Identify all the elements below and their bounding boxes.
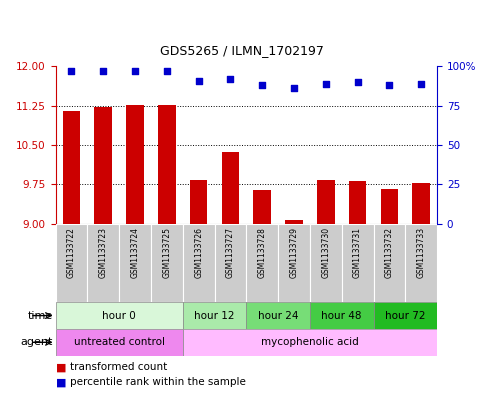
Point — [195, 77, 202, 84]
Text: ■: ■ — [56, 362, 66, 372]
Point — [99, 68, 107, 74]
Bar — [183, 329, 437, 356]
Text: percentile rank within the sample: percentile rank within the sample — [70, 377, 246, 387]
Point — [322, 81, 330, 87]
Text: hour 48: hour 48 — [322, 310, 362, 321]
Point — [290, 85, 298, 92]
Bar — [342, 224, 373, 302]
Point — [163, 68, 170, 74]
Text: GSM1133723: GSM1133723 — [99, 227, 108, 278]
Text: agent: agent — [21, 337, 53, 347]
Bar — [214, 224, 246, 302]
Bar — [56, 224, 87, 302]
Text: mycophenolic acid: mycophenolic acid — [261, 337, 359, 347]
Bar — [317, 180, 335, 224]
Point — [227, 76, 234, 82]
Bar — [56, 302, 183, 329]
Bar — [183, 224, 214, 302]
Bar — [222, 152, 239, 224]
Text: GSM1133727: GSM1133727 — [226, 227, 235, 278]
Point — [131, 68, 139, 74]
Bar — [151, 224, 183, 302]
Point — [258, 82, 266, 88]
Text: GSM1133731: GSM1133731 — [353, 227, 362, 278]
Bar — [246, 302, 310, 329]
Bar — [190, 180, 207, 224]
Text: untreated control: untreated control — [73, 337, 165, 347]
Bar — [373, 224, 405, 302]
Bar — [126, 105, 144, 224]
Bar — [373, 302, 437, 329]
Bar — [119, 224, 151, 302]
Bar — [254, 189, 271, 224]
Text: GSM1133726: GSM1133726 — [194, 227, 203, 278]
Bar — [310, 302, 373, 329]
Text: GSM1133732: GSM1133732 — [385, 227, 394, 278]
Text: hour 0: hour 0 — [102, 310, 136, 321]
Bar — [158, 105, 176, 224]
Text: GSM1133733: GSM1133733 — [417, 227, 426, 278]
Text: hour 72: hour 72 — [385, 310, 426, 321]
Text: GSM1133725: GSM1133725 — [162, 227, 171, 278]
Point — [354, 79, 361, 85]
Text: GSM1133730: GSM1133730 — [321, 227, 330, 278]
Bar — [285, 220, 303, 224]
Text: GSM1133724: GSM1133724 — [130, 227, 140, 278]
Text: GSM1133728: GSM1133728 — [258, 227, 267, 277]
Point — [68, 68, 75, 74]
Text: time: time — [28, 310, 53, 321]
Text: GDS5265 / ILMN_1702197: GDS5265 / ILMN_1702197 — [159, 44, 324, 57]
Bar — [349, 181, 367, 224]
Point — [417, 81, 425, 87]
Bar — [405, 224, 437, 302]
Bar — [246, 224, 278, 302]
Text: GSM1133722: GSM1133722 — [67, 227, 76, 277]
Bar — [412, 183, 430, 224]
Bar — [63, 111, 80, 224]
Bar — [278, 224, 310, 302]
Text: GSM1133729: GSM1133729 — [289, 227, 298, 278]
Bar — [56, 329, 183, 356]
Bar — [95, 107, 112, 224]
Bar — [310, 224, 342, 302]
Text: hour 12: hour 12 — [194, 310, 235, 321]
Bar — [87, 224, 119, 302]
Bar — [183, 302, 246, 329]
Point — [385, 82, 393, 88]
Text: hour 24: hour 24 — [258, 310, 298, 321]
Text: transformed count: transformed count — [70, 362, 167, 372]
Text: ■: ■ — [56, 377, 66, 387]
Bar — [381, 189, 398, 224]
